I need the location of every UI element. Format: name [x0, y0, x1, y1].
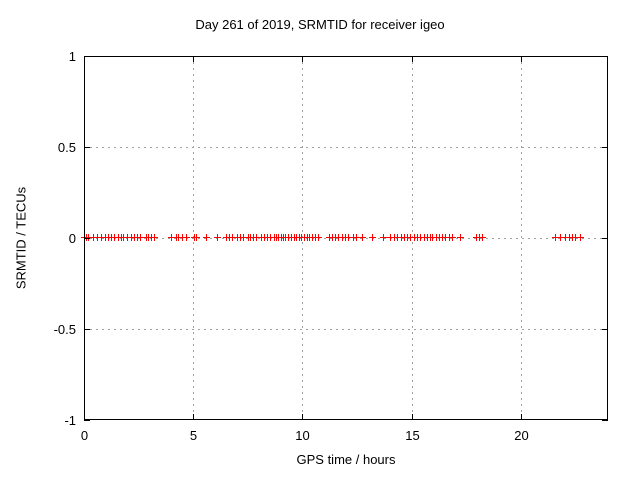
x-tick-label: 5 — [190, 428, 197, 443]
y-tick-label: -0.5 — [54, 322, 76, 337]
x-axis-label: GPS time / hours — [296, 452, 396, 467]
chart-title: Day 261 of 2019, SRMTID for receiver ige… — [195, 17, 445, 32]
x-tick-label: 20 — [514, 428, 528, 443]
x-tick-label: 15 — [405, 428, 419, 443]
y-tick-label: 0.5 — [58, 140, 76, 155]
y-tick-label: 0 — [69, 231, 76, 246]
data-point-marker — [449, 234, 456, 241]
data-point-marker — [369, 234, 376, 241]
data-point-marker — [479, 234, 486, 241]
data-point-marker — [203, 234, 210, 241]
data-point-marker — [183, 234, 190, 241]
x-tick-label: 0 — [81, 428, 88, 443]
data-point-marker — [214, 234, 221, 241]
data-point-marker — [151, 234, 158, 241]
data-point-marker — [577, 234, 584, 241]
data-point-marker — [380, 234, 387, 241]
y-tick-label: 1 — [69, 49, 76, 64]
x-tick-label: 10 — [295, 428, 309, 443]
data-point-marker — [193, 234, 200, 241]
data-point-marker — [457, 234, 464, 241]
data-point-marker — [315, 234, 322, 241]
data-point-marker — [353, 234, 360, 241]
data-point-marker — [137, 234, 144, 241]
data-point-marker — [359, 234, 366, 241]
y-tick-label: -1 — [64, 413, 76, 428]
